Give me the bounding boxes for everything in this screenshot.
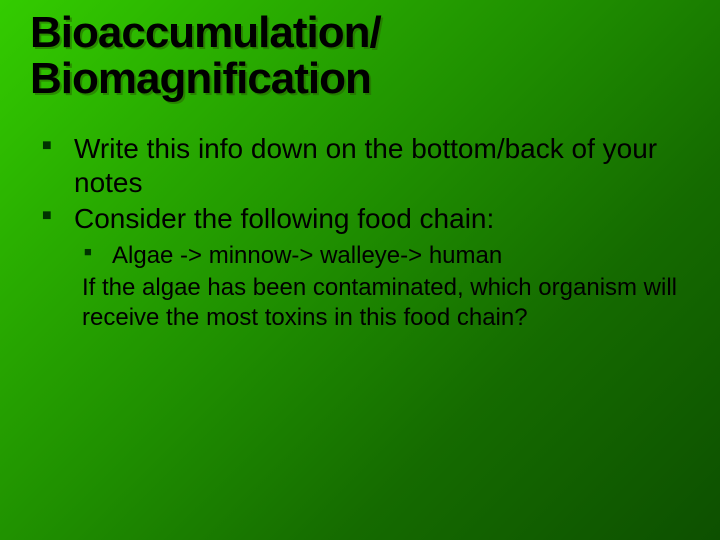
bullet-l2-text: Algae -> minnow-> walleye-> human — [112, 242, 502, 269]
bullet-l1-text: Write this info down on the bottom/back … — [74, 133, 657, 198]
bullet-l2-item-nomarker: If the algae has been contaminated, whic… — [80, 273, 690, 333]
bullet-l1-text: Consider the following food chain: — [74, 203, 494, 234]
bullet-l1-item: Write this info down on the bottom/back … — [70, 132, 690, 199]
bullet-list-level1: Write this info down on the bottom/back … — [30, 132, 690, 333]
bullet-list-level2: Algae -> minnow-> walleye-> human If the… — [74, 241, 690, 333]
slide-title: Bioaccumulation/ Biomagnification — [30, 10, 690, 102]
title-line-2: Biomagnification — [30, 54, 371, 103]
title-line-1: Bioaccumulation/ — [30, 8, 381, 57]
slide-container: Bioaccumulation/ Biomagnification Write … — [0, 0, 720, 540]
bullet-l1-item: Consider the following food chain: Algae… — [70, 202, 690, 334]
bullet-l2-text: If the algae has been contaminated, whic… — [82, 274, 677, 331]
bullet-l2-item: Algae -> minnow-> walleye-> human — [110, 241, 690, 271]
